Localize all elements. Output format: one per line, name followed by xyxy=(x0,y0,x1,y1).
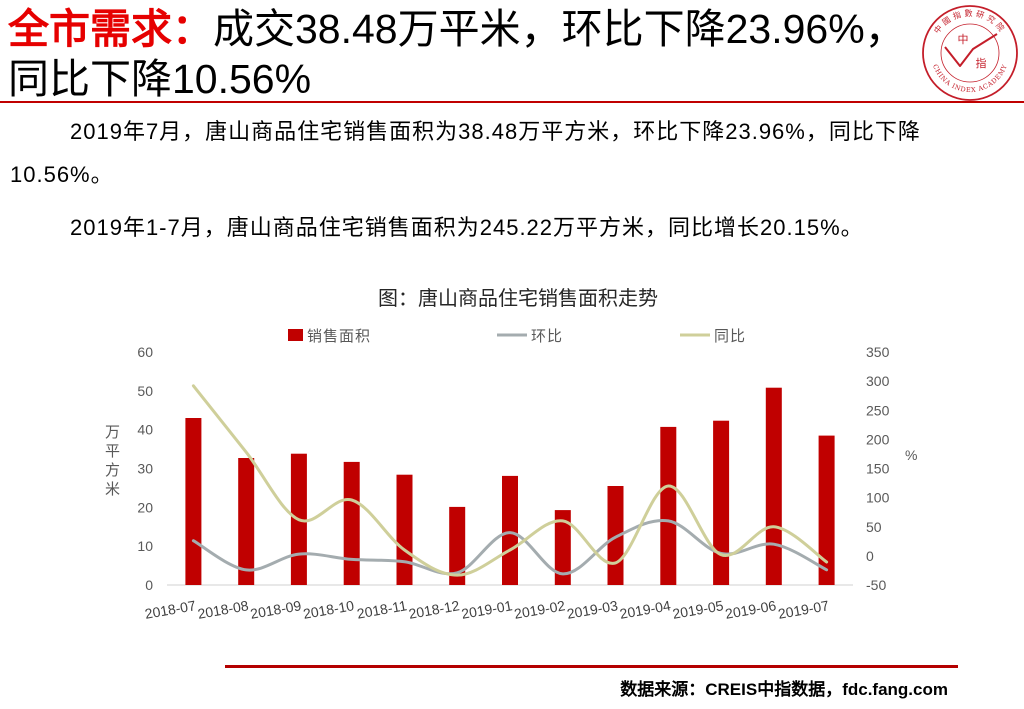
y2-axis-tick-label: 150 xyxy=(866,461,890,477)
slide-title: 全市需求：成交38.48万平米，环比下降23.96%， 同比下降10.56% xyxy=(8,4,918,104)
slide-title-line-1: 全市需求：成交38.48万平米，环比下降23.96%， xyxy=(8,4,918,54)
title-divider xyxy=(0,101,1024,103)
sales-area-bar xyxy=(713,420,730,585)
y-axis-tick-label: 0 xyxy=(145,577,153,593)
y2-axis-tick-label: 0 xyxy=(866,548,874,564)
y2-axis-tick-label: -50 xyxy=(866,577,886,593)
x-axis-tick-label: 2019-07 xyxy=(777,597,831,622)
x-axis-tick-label: 2018-08 xyxy=(196,597,250,622)
yoy-change-line xyxy=(191,384,829,577)
logo-mark-char-2: 指 xyxy=(976,56,987,70)
slide-title-line-2: 同比下降10.56% xyxy=(8,56,312,102)
x-axis-tick-label: 2018-09 xyxy=(249,597,303,622)
y2-axis-tick-label: 250 xyxy=(866,402,890,418)
sales-area-bar xyxy=(765,387,782,585)
x-axis-tick-label: 2018-07 xyxy=(144,597,198,622)
x-axis-tick-label: 2018-11 xyxy=(356,597,409,622)
legend-swatch-sales-area xyxy=(288,329,303,341)
title-text: 成交38.48万平米，环比下降23.96%， xyxy=(213,6,906,52)
summary-paragraph-2: 2019年1-7月，唐山商品住宅销售面积为245.22万平方米，同比增长20.1… xyxy=(70,215,864,240)
sales-area-bar xyxy=(818,435,835,585)
y-axis-tick-label: 60 xyxy=(137,344,153,360)
sales-area-bars xyxy=(185,387,835,585)
logo-seal-icon: 中國指數研究院 CHINA INDEX ACADEMY 中 指 xyxy=(922,5,1018,101)
summary-paragraph-1-line-1: 2019年7月，唐山商品住宅销售面积为38.48万平方米，环比下降23.96%，… xyxy=(70,119,921,144)
y-axis-tick-label: 50 xyxy=(137,383,153,399)
legend-label-sales-area: 销售面积 xyxy=(307,328,371,345)
sales-area-bar xyxy=(343,461,360,585)
y2-axis-tick-label: 350 xyxy=(866,344,890,360)
title-highlight: 全市需求： xyxy=(8,6,213,52)
sales-area-bar xyxy=(554,510,571,585)
y2-axis-tick-label: 300 xyxy=(866,373,890,389)
china-index-academy-logo: 中國指數研究院 CHINA INDEX ACADEMY 中 指 xyxy=(920,3,1020,103)
y-axis-tick-label: 20 xyxy=(137,499,153,515)
sales-area-bar xyxy=(185,418,202,585)
legend-label-mom: 环比 xyxy=(531,328,563,345)
y-axis-tick-label: 40 xyxy=(137,422,153,438)
logo-trend-mark xyxy=(944,33,998,67)
chart-legend: 销售面积 环比 同比 xyxy=(288,328,746,345)
y2-axis-tick-label: 100 xyxy=(866,490,890,506)
chart-title: 图：唐山商品住宅销售面积走势 xyxy=(378,287,658,310)
y-axis-title: 万平方米 xyxy=(103,424,120,500)
y-axis-tick-label: 30 xyxy=(137,461,153,477)
x-axis-tick-label: 2018-10 xyxy=(302,597,356,622)
y2-axis-tick-label: 50 xyxy=(866,519,882,535)
summary-paragraph-1-line-2: 10.56%。 xyxy=(10,162,114,187)
x-axis-tick-label: 2019-02 xyxy=(513,597,567,622)
data-source-note: 数据来源：CREIS中指数据，fdc.fang.com xyxy=(620,680,948,699)
sales-area-bar xyxy=(396,474,413,585)
logo-mark-char-1: 中 xyxy=(958,33,969,46)
footer-divider xyxy=(225,665,958,668)
x-axis-tick-label: 2019-04 xyxy=(618,597,672,622)
y-axis-tick-label: 10 xyxy=(137,538,153,554)
x-axis-tick-label: 2019-05 xyxy=(671,597,725,622)
y2-axis-tick-label: 200 xyxy=(866,431,890,447)
x-axis-tick-label: 2019-03 xyxy=(566,597,620,622)
sales-area-bar xyxy=(502,475,518,585)
x-axis-tick-label: 2019-01 xyxy=(460,597,514,622)
legend-label-yoy: 同比 xyxy=(714,328,746,345)
x-axis-tick-label: 2019-06 xyxy=(724,597,778,622)
sales-area-bar xyxy=(449,506,466,585)
sales-area-bar xyxy=(660,426,677,585)
sales-area-bar xyxy=(238,458,255,585)
y2-axis-title: % xyxy=(905,447,917,463)
x-axis-tick-label: 2018-12 xyxy=(407,597,461,622)
